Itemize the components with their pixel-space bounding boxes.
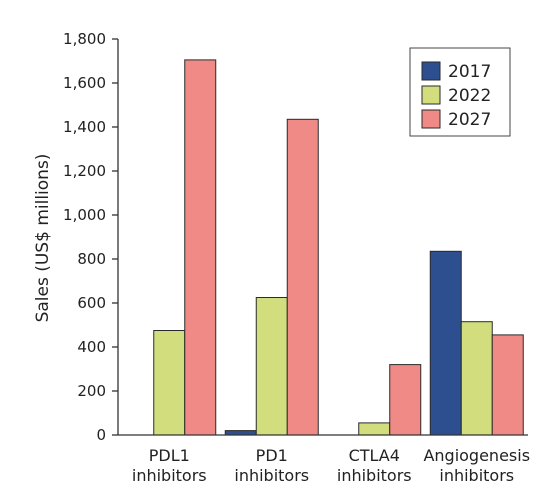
x-tick-label: CTLA4 inhibitors	[337, 446, 412, 485]
y-tick-label: 0	[96, 426, 106, 444]
bar-2017	[429, 250, 462, 436]
bar-2027	[491, 334, 524, 436]
bar-2022	[255, 297, 288, 436]
bar-2022	[460, 321, 493, 436]
legend-swatch-2027	[421, 109, 441, 129]
y-tick-label: 200	[77, 382, 106, 400]
x-tick-label: PD1 inhibitors	[234, 446, 309, 485]
legend-label-2027: 2027	[448, 110, 491, 130]
legend-swatch-2022	[421, 85, 441, 105]
y-tick-label: 1,400	[63, 118, 106, 136]
bar-2027	[286, 118, 319, 436]
y-axis-title: Sales (US$ millions)	[33, 154, 53, 323]
bar-2027	[184, 59, 217, 436]
x-tick-label: PDL1 inhibitors	[132, 446, 207, 485]
x-axis: PDL1 inhibitors PD1 inhibitors CTLA4 inhibito…	[118, 434, 530, 485]
legend-label-2022: 2022	[448, 86, 491, 106]
bar-2017	[224, 430, 257, 436]
bar-2027	[389, 364, 422, 436]
legend-swatch-2017	[421, 61, 441, 81]
y-tick-label: 1,000	[63, 206, 106, 224]
y-axis: 0 200 400 600 800 1,000 1,200 1,400 1,600 1,800	[63, 30, 119, 444]
bar-2022	[358, 422, 391, 436]
bars	[153, 59, 524, 436]
x-tick-label: Angiogenesis inhibitors	[423, 446, 530, 485]
y-tick-label: 600	[77, 294, 106, 312]
y-tick-label: 1,800	[63, 30, 106, 48]
y-tick-label: 800	[77, 250, 106, 268]
legend: 2017 2022 2027	[409, 47, 511, 137]
y-tick-label: 1,600	[63, 74, 106, 92]
y-tick-label: 1,200	[63, 162, 106, 180]
bar-2022	[153, 330, 186, 436]
legend-label-2017: 2017	[448, 62, 491, 82]
y-tick-label: 400	[77, 338, 106, 356]
